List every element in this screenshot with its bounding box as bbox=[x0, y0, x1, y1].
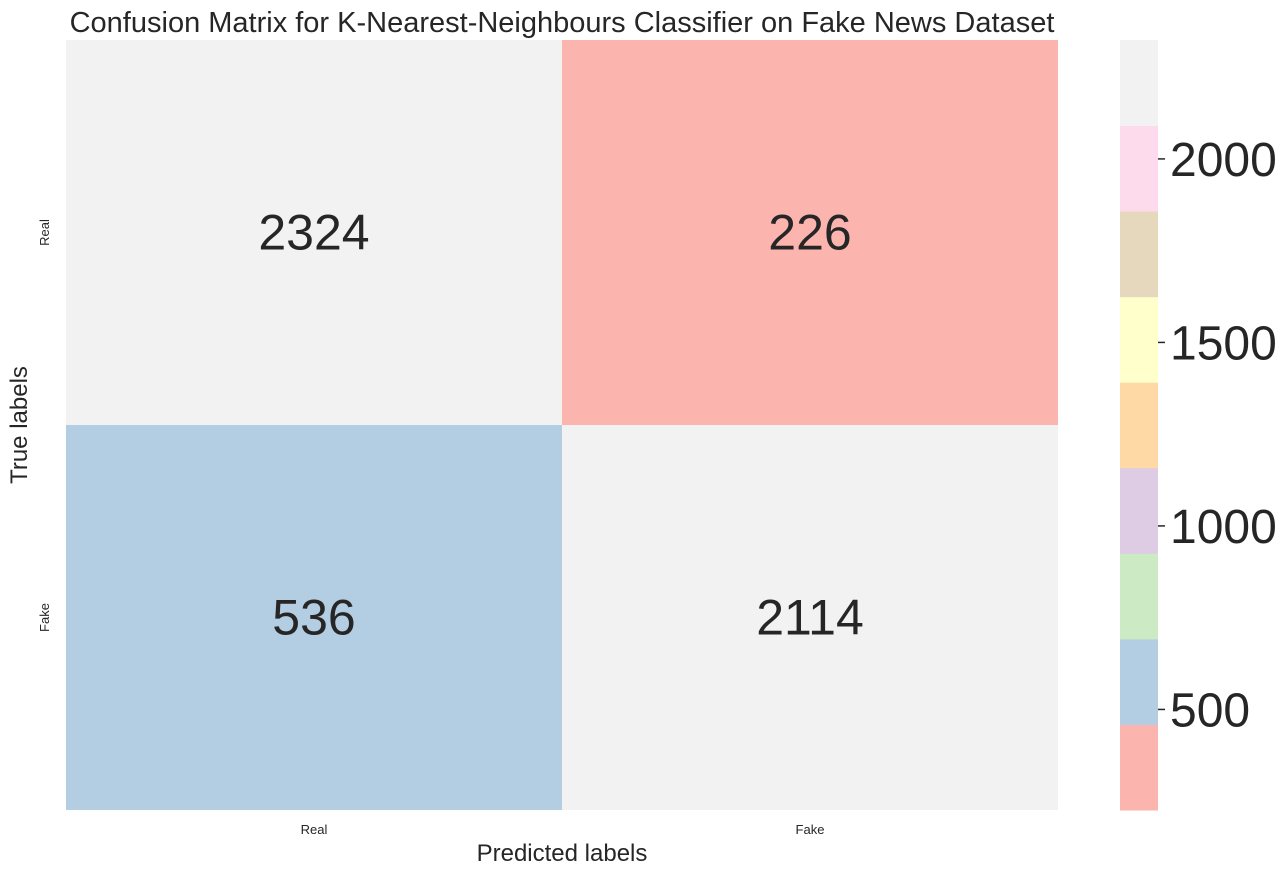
cell-value-label: 2324 bbox=[258, 205, 369, 261]
colorbar-tick-label: 1500 bbox=[1170, 317, 1277, 370]
colorbar-segment bbox=[1120, 40, 1158, 127]
cell-value-label: 2114 bbox=[756, 590, 864, 646]
y-tick-label: Real bbox=[37, 219, 52, 246]
colorbar-tick-label: 500 bbox=[1170, 684, 1250, 737]
x-axis-ticks: Real Fake bbox=[301, 822, 825, 837]
cell-value-label: 226 bbox=[768, 205, 851, 261]
colorbar-segment bbox=[1120, 296, 1158, 383]
heatmap-cell-fake-real bbox=[66, 425, 562, 810]
heatmap-cell-real-real bbox=[66, 40, 562, 425]
chart-title: Confusion Matrix for K-Nearest-Neighbour… bbox=[70, 7, 1055, 39]
colorbar-segment bbox=[1120, 211, 1158, 298]
cell-value-label: 536 bbox=[272, 590, 355, 646]
colorbar-segment bbox=[1120, 724, 1158, 811]
y-axis-label: True labels bbox=[6, 366, 33, 484]
x-axis-label: Predicted labels bbox=[477, 840, 648, 867]
colorbar-ticks: 500 1000 1500 2000 bbox=[1158, 134, 1277, 737]
heatmap-cell-fake-fake bbox=[562, 425, 1058, 810]
heatmap-cells bbox=[66, 40, 1058, 810]
colorbar-segment bbox=[1120, 638, 1158, 725]
x-tick-label: Real bbox=[301, 822, 328, 837]
colorbar-tick-label: 1000 bbox=[1170, 501, 1277, 554]
colorbar-segment bbox=[1120, 467, 1158, 554]
y-axis-ticks: Real Fake bbox=[37, 219, 52, 632]
colorbar-segment bbox=[1120, 382, 1158, 469]
colorbar bbox=[1120, 40, 1158, 811]
x-tick-label: Fake bbox=[796, 822, 825, 837]
heatmap-cell-real-fake bbox=[562, 40, 1058, 425]
colorbar-tick-label: 2000 bbox=[1170, 134, 1277, 187]
colorbar-segment bbox=[1120, 553, 1158, 640]
colorbar-segment bbox=[1120, 125, 1158, 212]
cell-value-labels: 2324 226 536 2114 bbox=[258, 205, 863, 646]
y-tick-label: Fake bbox=[37, 603, 52, 632]
